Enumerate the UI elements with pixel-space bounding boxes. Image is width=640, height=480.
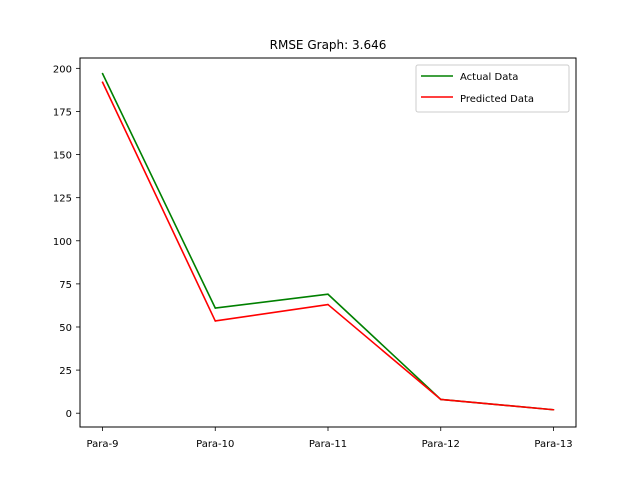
y-tick-label: 75: [59, 280, 72, 291]
x-tick-label: Para-9: [87, 439, 119, 450]
data-point-predicted-data: [327, 303, 329, 306]
y-tick-label: 100: [53, 237, 72, 248]
legend: Actual Data Predicted Data: [415, 64, 570, 113]
data-point-predicted-data: [552, 408, 555, 411]
y-tick-label: 175: [53, 107, 72, 118]
data-point-predicted-data: [101, 81, 104, 83]
chart-title: RMSE Graph: 3.646: [270, 38, 387, 52]
y-tick-label: 125: [53, 194, 72, 205]
data-point-predicted-data: [439, 398, 442, 401]
legend-box: [415, 64, 570, 113]
legend-label-predicted-data: Predicted Data: [460, 94, 534, 105]
y-tick-label: 0: [66, 409, 72, 420]
y-tick-label: 200: [53, 64, 72, 75]
y-tick-label: 150: [53, 151, 72, 162]
data-point-actual-data: [327, 293, 329, 296]
data-point-actual-data: [101, 72, 104, 75]
x-tick-label: Para-10: [196, 439, 234, 450]
series-layer: [101, 72, 555, 411]
legend-label-actual-data: Actual Data: [460, 72, 518, 83]
y-tick-label: 50: [59, 323, 72, 334]
x-axis: Para-9 Para-10 Para-11 Para-12 Para-13: [87, 427, 573, 450]
x-tick-label: Para-13: [534, 439, 572, 450]
y-axis: 0 25 50 75 100 125 150 175 200: [53, 64, 80, 420]
x-tick-label: Para-12: [422, 439, 460, 450]
y-tick-label: 25: [59, 366, 72, 377]
x-tick-label: Para-11: [309, 439, 347, 450]
data-point-actual-data: [214, 307, 217, 309]
data-point-predicted-data: [214, 320, 217, 322]
